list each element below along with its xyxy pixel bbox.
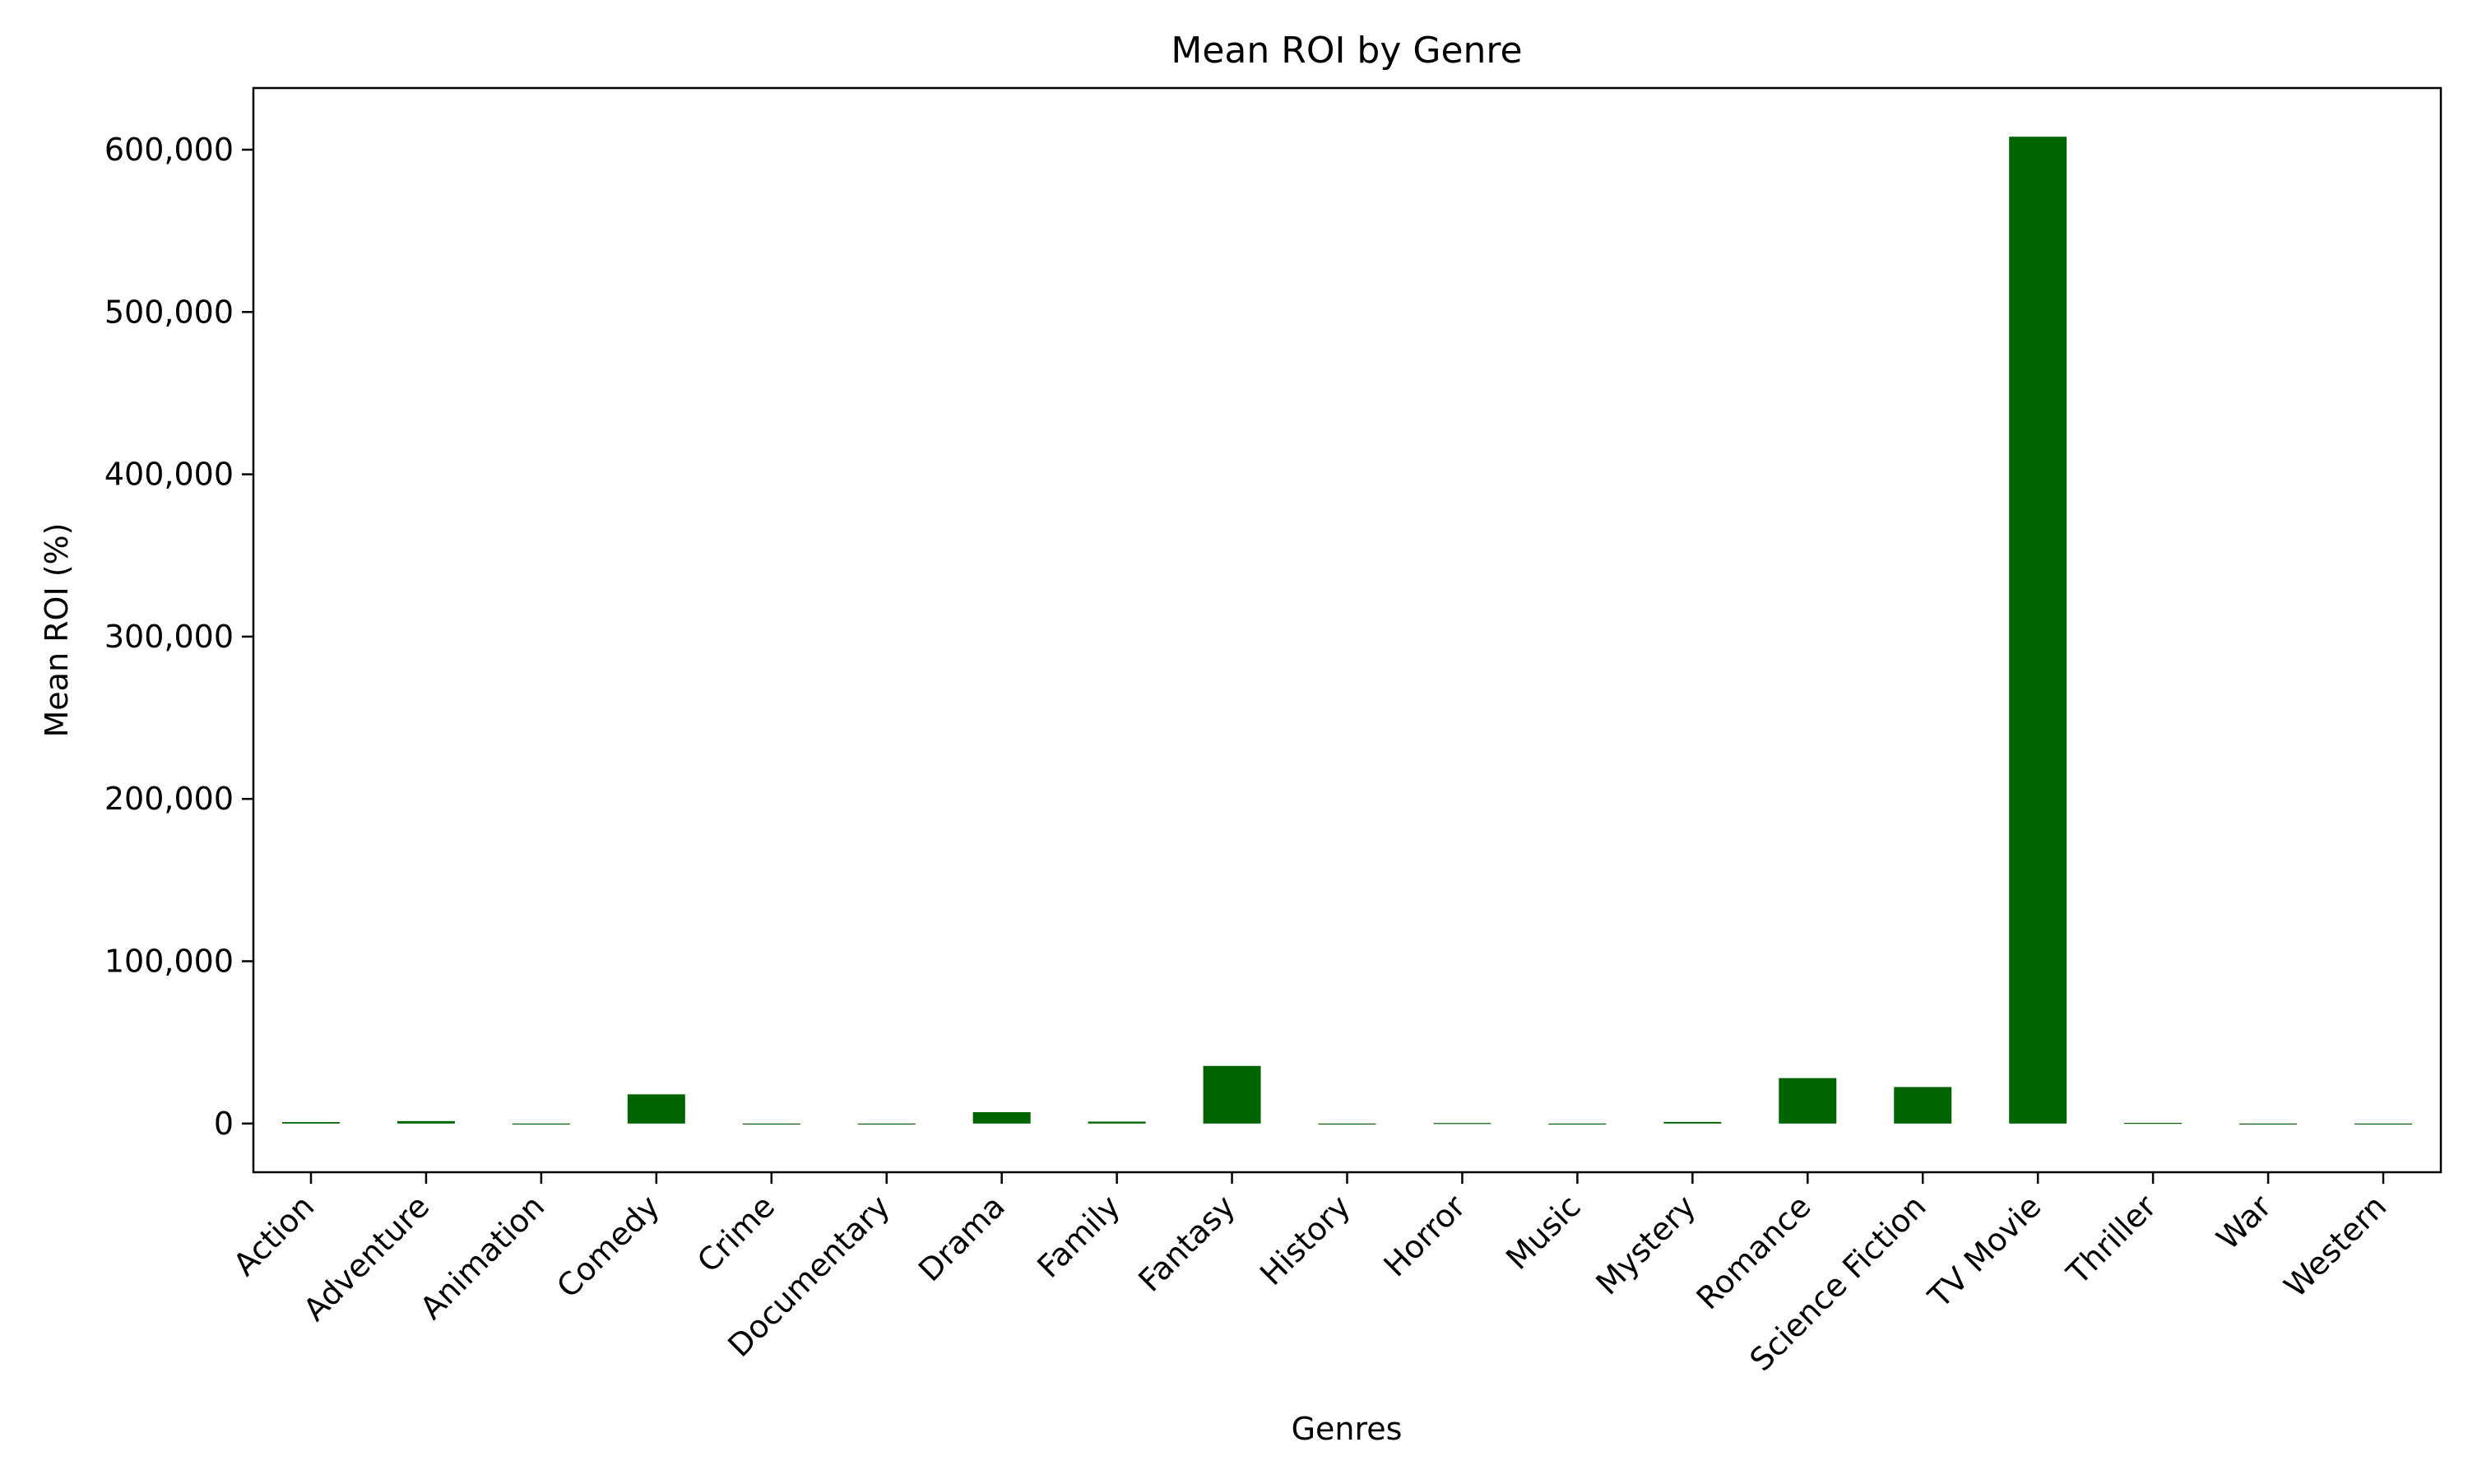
bar-comedy [627, 1094, 685, 1124]
y-tick-label: 200,000 [104, 781, 234, 817]
plot-frame [252, 86, 2442, 1174]
bar-mystery [1663, 1121, 1722, 1124]
bar-fantasy [1203, 1065, 1261, 1124]
y-tick-label: 0 [214, 1106, 234, 1142]
bar-science-fiction [1894, 1087, 1952, 1124]
bar-tv-movie [2009, 137, 2067, 1124]
bar-adventure [397, 1120, 455, 1124]
bar-crime [742, 1123, 800, 1125]
bar-horror [1433, 1123, 1491, 1125]
bars [282, 137, 2412, 1125]
chart-title: Mean ROI by Genre [1171, 30, 1522, 72]
y-tick-label: 500,000 [104, 294, 234, 330]
x-axis-label: Genres [1292, 1411, 1403, 1447]
bar-history [1318, 1123, 1376, 1125]
bar-western [2354, 1123, 2412, 1125]
bar-romance [1779, 1078, 1837, 1124]
y-tick-label: 400,000 [104, 457, 234, 493]
bar-documentary [857, 1123, 916, 1125]
bar-family [1088, 1121, 1146, 1124]
bar-animation [512, 1123, 570, 1125]
y-axis-label: Mean ROI (%) [39, 523, 75, 738]
bar-war [2239, 1123, 2298, 1125]
y-tick-label: 600,000 [104, 132, 234, 168]
bar-thriller [2124, 1123, 2183, 1125]
y-axis: 0 100,000 200,000 300,000 400,000 500,000 600,… [104, 132, 253, 1142]
bar-action [282, 1122, 340, 1124]
bar-drama [972, 1111, 1031, 1124]
y-tick-label: 100,000 [104, 944, 234, 980]
y-tick-label: 300,000 [104, 619, 234, 655]
bar-music [1548, 1123, 1607, 1125]
